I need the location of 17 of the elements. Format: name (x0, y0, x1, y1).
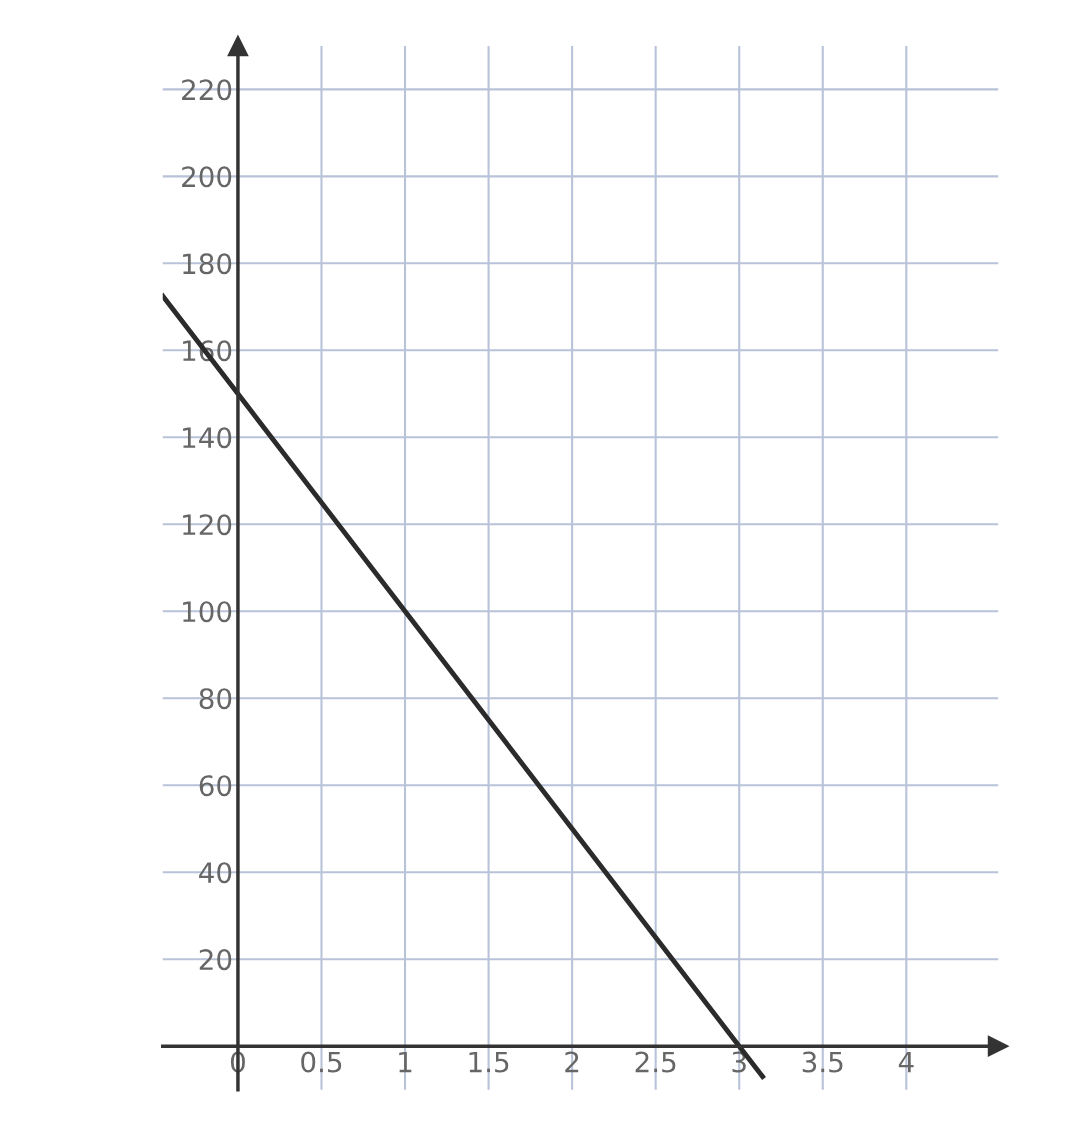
x-tick-label: 0.5 (301, 1051, 342, 1073)
y-tick-label: 120 (183, 514, 232, 536)
x-tick-label: 1 (399, 1051, 412, 1073)
y-tick-label: 200 (182, 166, 232, 188)
x-tick-label: 1.5 (469, 1051, 509, 1073)
x-tick-label: 2 (565, 1051, 579, 1073)
y-tick-label: 20 (199, 949, 232, 971)
y-tick-label: 80 (199, 688, 232, 710)
y-tick-label: 100 (183, 601, 232, 623)
y-tick-label: 180 (183, 253, 232, 275)
y-tick-label: 60 (199, 775, 232, 797)
y-tick-label: 220 (182, 79, 232, 101)
x-tick-label: 4 (898, 1051, 914, 1073)
y-tick-label: 140 (183, 427, 232, 449)
x-tick-label: 2.5 (635, 1051, 676, 1073)
y-tick-label: 40 (199, 862, 232, 884)
x-tick-label: 3.5 (802, 1051, 843, 1073)
